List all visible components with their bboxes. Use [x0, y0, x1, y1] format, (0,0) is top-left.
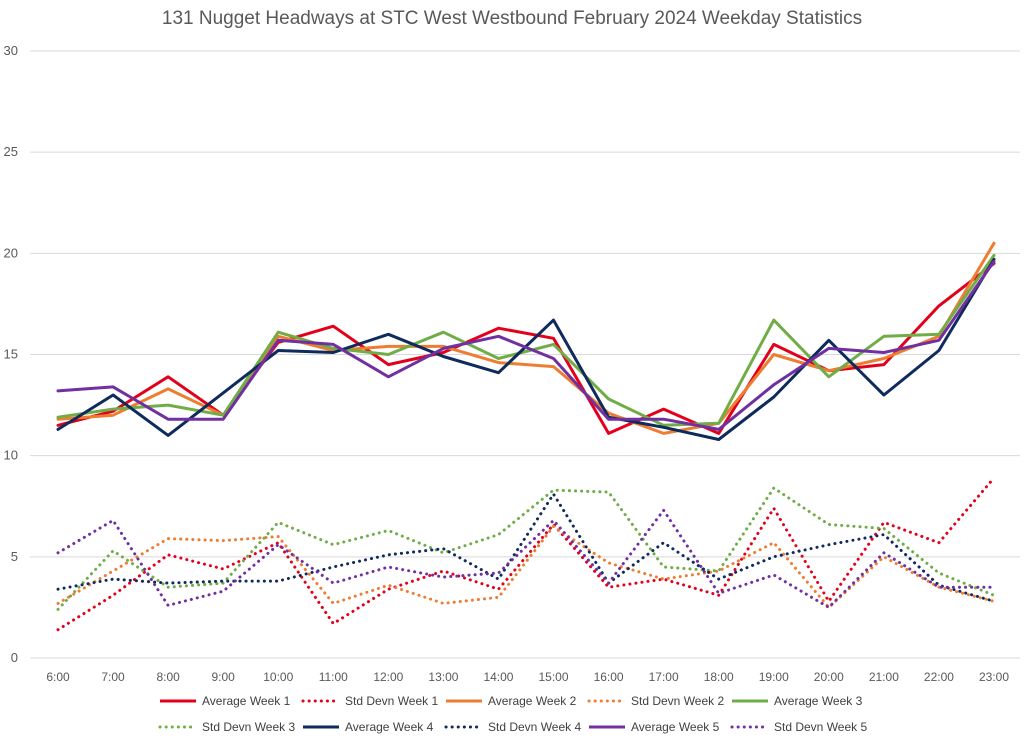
- series-line-std-devn-week-3: [56, 486, 996, 611]
- y-tick-label: 30: [4, 43, 18, 58]
- legend-item-average-week-3: Average Week 3: [732, 694, 863, 708]
- x-tick-label: 21:00: [869, 670, 899, 684]
- x-tick-label: 18:00: [704, 670, 734, 684]
- legend-label: Average Week 2: [488, 694, 577, 708]
- x-tick-label: 19:00: [759, 670, 789, 684]
- legend-label: Average Week 1: [202, 694, 291, 708]
- x-tick-label: 17:00: [649, 670, 679, 684]
- chart-title: 131 Nugget Headways at STC West Westboun…: [161, 8, 863, 29]
- legend-item-average-week-5: Average Week 5: [589, 720, 720, 734]
- x-tick-label: 10:00: [263, 670, 293, 684]
- series-line-average-week-2: [56, 241, 996, 435]
- legend-label: Average Week 3: [774, 694, 863, 708]
- series-line-std-devn-week-1: [56, 476, 996, 632]
- y-tick-label: 0: [11, 650, 18, 665]
- legend-label: Std Devn Week 2: [631, 694, 724, 708]
- legend-label: Std Devn Week 3: [202, 720, 295, 734]
- y-axis: 0 5 10 15 20 25 30: [4, 43, 18, 665]
- y-tick-label: 5: [11, 549, 18, 564]
- legend-item-average-week-4: Average Week 4: [303, 720, 434, 734]
- y-tick-label: 15: [4, 347, 18, 362]
- x-tick-label: 20:00: [814, 670, 844, 684]
- y-tick-label: 20: [4, 245, 18, 260]
- x-tick-label: 23:00: [979, 670, 1009, 684]
- legend-item-std-devn-week-1: Std Devn Week 1: [301, 694, 438, 708]
- x-axis: 6:00 7:00 8:00 9:00 10:00 11:00 12:00 13:00 14:0…: [46, 670, 1009, 684]
- legend-label: Std Devn Week 5: [774, 720, 867, 734]
- legend-label: Average Week 4: [345, 720, 434, 734]
- legend-label: Std Devn Week 4: [488, 720, 581, 734]
- x-tick-label: 22:00: [924, 670, 954, 684]
- legend-item-average-week-2: Average Week 2: [446, 694, 577, 708]
- legend-label: Average Week 5: [631, 720, 720, 734]
- x-tick-label: 6:00: [46, 670, 70, 684]
- x-tick-label: 14:00: [483, 670, 513, 684]
- legend-item-std-devn-week-3: Std Devn Week 3: [158, 720, 295, 734]
- y-tick-label: 10: [4, 448, 18, 463]
- x-tick-label: 16:00: [594, 670, 624, 684]
- series-line-std-devn-week-5: [56, 508, 996, 609]
- legend-label: Std Devn Week 1: [345, 694, 438, 708]
- x-tick-label: 7:00: [101, 670, 125, 684]
- x-tick-label: 13:00: [428, 670, 458, 684]
- legend-item-std-devn-week-2: Std Devn Week 2: [587, 694, 724, 708]
- x-tick-label: 12:00: [373, 670, 403, 684]
- legend-item-std-devn-week-4: Std Devn Week 4: [444, 720, 581, 734]
- series-line-average-week-3: [56, 253, 996, 427]
- legend-item-average-week-1: Average Week 1: [160, 694, 291, 708]
- x-tick-label: 11:00: [319, 670, 348, 684]
- series-line-std-devn-week-4: [56, 492, 996, 603]
- series-line-average-week-5: [56, 259, 996, 431]
- series-lines: [56, 241, 996, 632]
- y-tick-label: 25: [4, 144, 18, 159]
- gridlines: [30, 50, 1020, 659]
- legend-item-std-devn-week-5: Std Devn Week 5: [730, 720, 867, 734]
- x-tick-label: 8:00: [156, 670, 180, 684]
- x-tick-label: 15:00: [539, 670, 569, 684]
- series-line-std-devn-week-2: [56, 525, 996, 609]
- legend: Average Week 1 Std Devn Week 1 Average Wee…: [158, 694, 867, 734]
- x-tick-label: 9:00: [211, 670, 235, 684]
